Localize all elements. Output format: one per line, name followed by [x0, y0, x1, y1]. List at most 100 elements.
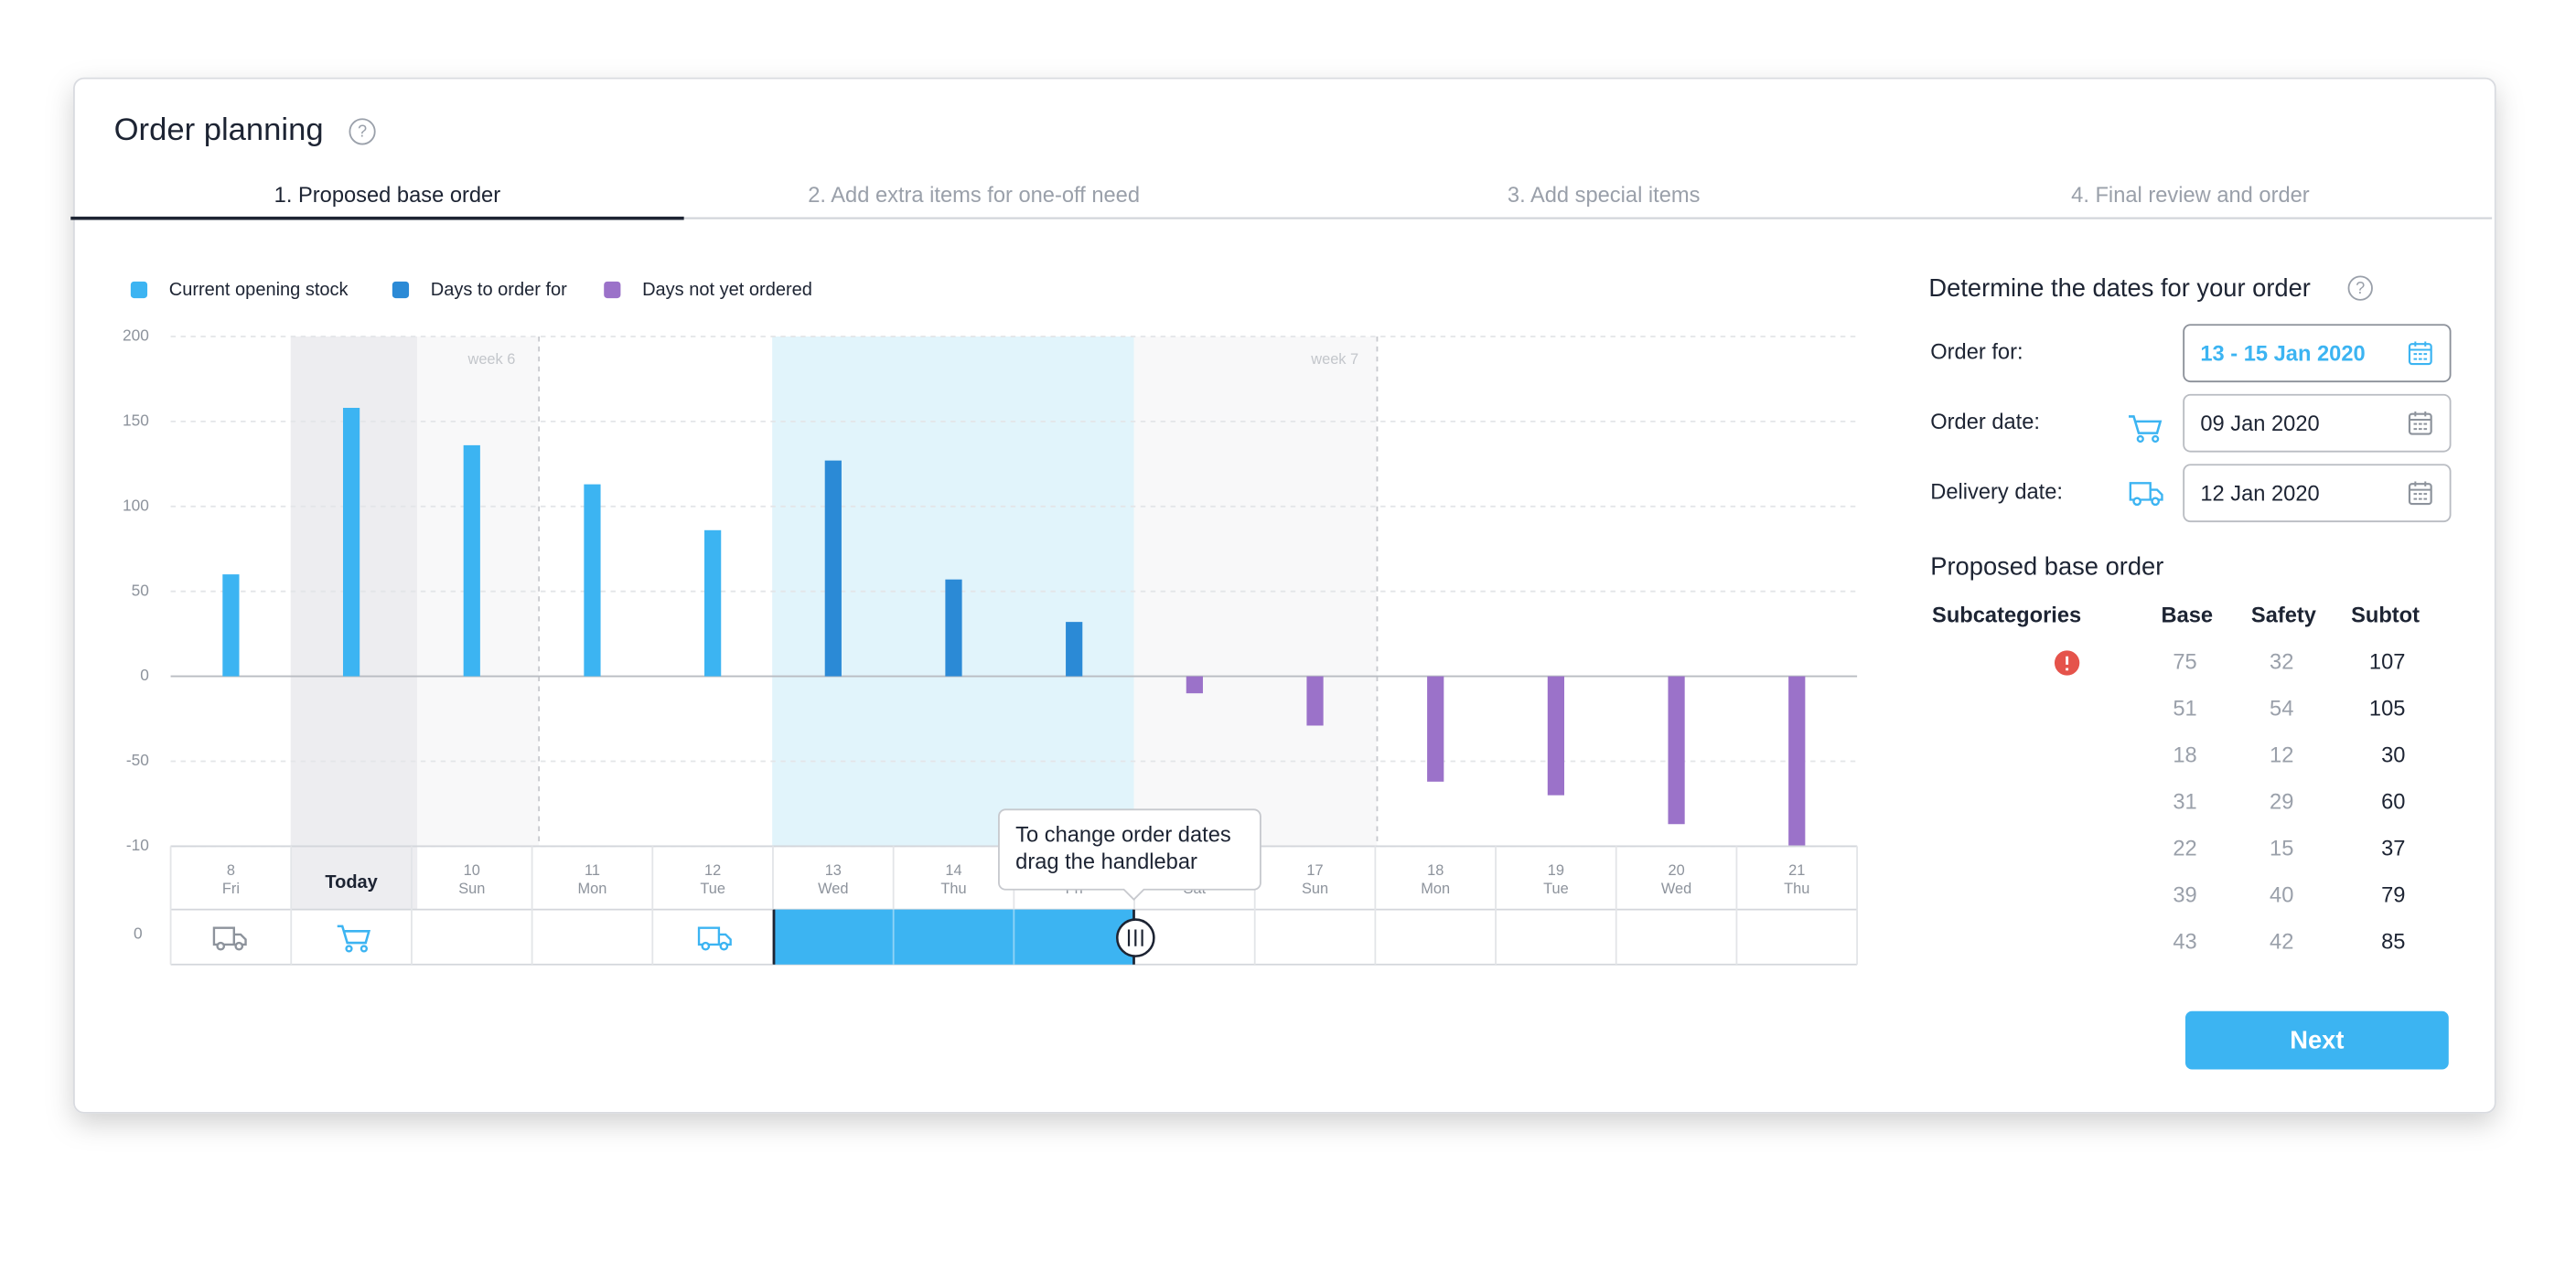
x-tick-label: 13: [825, 862, 842, 879]
drag-handle-grip: [1127, 929, 1143, 946]
table-cell: 15: [2270, 837, 2293, 860]
bar: [945, 579, 962, 677]
table-cell: 54: [2270, 697, 2293, 721]
bar: [1186, 676, 1203, 694]
bar: [824, 460, 842, 677]
tab[interactable]: 2. Add extra items for one-off need: [808, 184, 1140, 208]
table-cell: 42: [2270, 930, 2293, 954]
y-tick-label: 150: [123, 411, 149, 429]
table-cell: 105: [2369, 697, 2406, 721]
help-icon-glyph: ?: [358, 123, 367, 141]
bar: [1547, 676, 1565, 796]
x-tick-weekday: Thu: [1784, 881, 1809, 897]
bar: [342, 408, 360, 677]
bar: [1066, 622, 1083, 677]
legend-label: Days not yet ordered: [642, 280, 812, 300]
date-input[interactable]: [2183, 393, 2452, 453]
table-cell: 29: [2270, 790, 2293, 814]
bar: [1427, 676, 1444, 782]
column-header: Subtot: [2351, 604, 2420, 627]
x-tick-weekday: Fri: [222, 881, 240, 897]
x-tick-label: 18: [1427, 862, 1444, 879]
page-title: Order planning: [114, 112, 324, 147]
tooltip-text: To change order dates: [1015, 824, 1231, 848]
x-tick-weekday: Tue: [700, 881, 725, 897]
table-cell: 40: [2270, 883, 2293, 907]
column-header: Base: [2161, 604, 2213, 627]
tab[interactable]: 3. Add special items: [1508, 184, 1701, 208]
date-value: 09 Jan 2020: [2200, 412, 2319, 436]
table-cell: 107: [2369, 650, 2406, 674]
date-input[interactable]: [2183, 464, 2452, 523]
date-input[interactable]: [2183, 324, 2452, 383]
tab[interactable]: 1. Proposed base order: [274, 184, 501, 208]
bar: [1788, 676, 1806, 847]
x-tick-weekday: Wed: [818, 881, 848, 897]
tooltip: [998, 808, 1261, 901]
side-panel: Determine the dates for your order ? Order…: [1928, 273, 2452, 1070]
legend-label: Current opening stock: [169, 280, 349, 300]
week-label: week 6: [467, 351, 516, 368]
x-tick-label: 11: [585, 862, 600, 879]
x-tick-weekday: Mon: [578, 881, 607, 897]
x-tick-label: 20: [1668, 862, 1684, 879]
legend-swatch: [130, 281, 148, 299]
bar: [463, 444, 480, 677]
x-tick-label: 12: [704, 862, 721, 879]
x-tick-label: Today: [325, 872, 378, 892]
x-tick-weekday: Tue: [1543, 881, 1569, 897]
x-tick-label: 10: [464, 862, 480, 879]
x-tick-weekday: Sun: [1302, 881, 1328, 897]
week-label: week 7: [1310, 351, 1358, 368]
y-tick-label: 100: [123, 496, 149, 514]
table-cell: 75: [2173, 650, 2196, 674]
bar: [584, 484, 601, 677]
x-tick-weekday: Mon: [1421, 881, 1450, 897]
legend-label: Days to order for: [431, 280, 567, 300]
column-header: Safety: [2251, 604, 2317, 627]
tab[interactable]: 4. Final review and order: [2071, 184, 2310, 208]
bar: [1668, 676, 1685, 825]
field-label: Delivery date:: [1930, 480, 2063, 504]
y-tick-label: -10: [126, 836, 149, 854]
table-cell: 39: [2173, 883, 2196, 907]
next-button[interactable]: [2184, 1010, 2449, 1070]
panel-title: Determine the dates for your order: [1928, 273, 2310, 302]
x-tick-weekday: Sun: [458, 881, 485, 897]
help-icon[interactable]: [349, 118, 376, 145]
y-tick-label: 50: [132, 581, 149, 599]
table-cell: 79: [2381, 883, 2405, 907]
tooltip-text: drag the handlebar: [1015, 850, 1197, 874]
tabs: 1. Proposed base order 2. Add extra items…: [274, 184, 2310, 208]
table-cell: 37: [2381, 837, 2405, 860]
table-cell: 32: [2270, 650, 2293, 674]
x-tick-weekday: Wed: [1661, 881, 1691, 897]
table-cell: 43: [2173, 930, 2196, 954]
legend-swatch: [604, 281, 621, 299]
bar: [704, 529, 722, 677]
help-icon-glyph: ?: [2356, 279, 2365, 297]
legend-swatch: [392, 281, 410, 299]
y-tick-label: 200: [123, 326, 149, 345]
column-header: Subcategories: [1932, 604, 2081, 627]
y-tick-label: -50: [126, 751, 149, 769]
bar: [1306, 676, 1324, 726]
x-tick-label: 14: [945, 862, 961, 879]
help-icon[interactable]: [2347, 275, 2373, 301]
table-cell: 85: [2381, 930, 2405, 954]
date-value: 12 Jan 2020: [2200, 482, 2319, 506]
selected-range: [774, 909, 1134, 965]
timeline-label: 0: [134, 924, 143, 943]
table-cell: 60: [2381, 790, 2405, 814]
field-label: Order for:: [1930, 340, 2023, 364]
table-cell: 51: [2173, 697, 2196, 721]
bar: [222, 574, 240, 677]
y-tick-label: 0: [140, 666, 149, 684]
field-label: Order date:: [1930, 411, 2040, 434]
x-tick-label: 21: [1788, 862, 1805, 879]
date-value: 13 - 15 Jan 2020: [2200, 342, 2365, 366]
next-button-label: Next: [2290, 1026, 2344, 1054]
